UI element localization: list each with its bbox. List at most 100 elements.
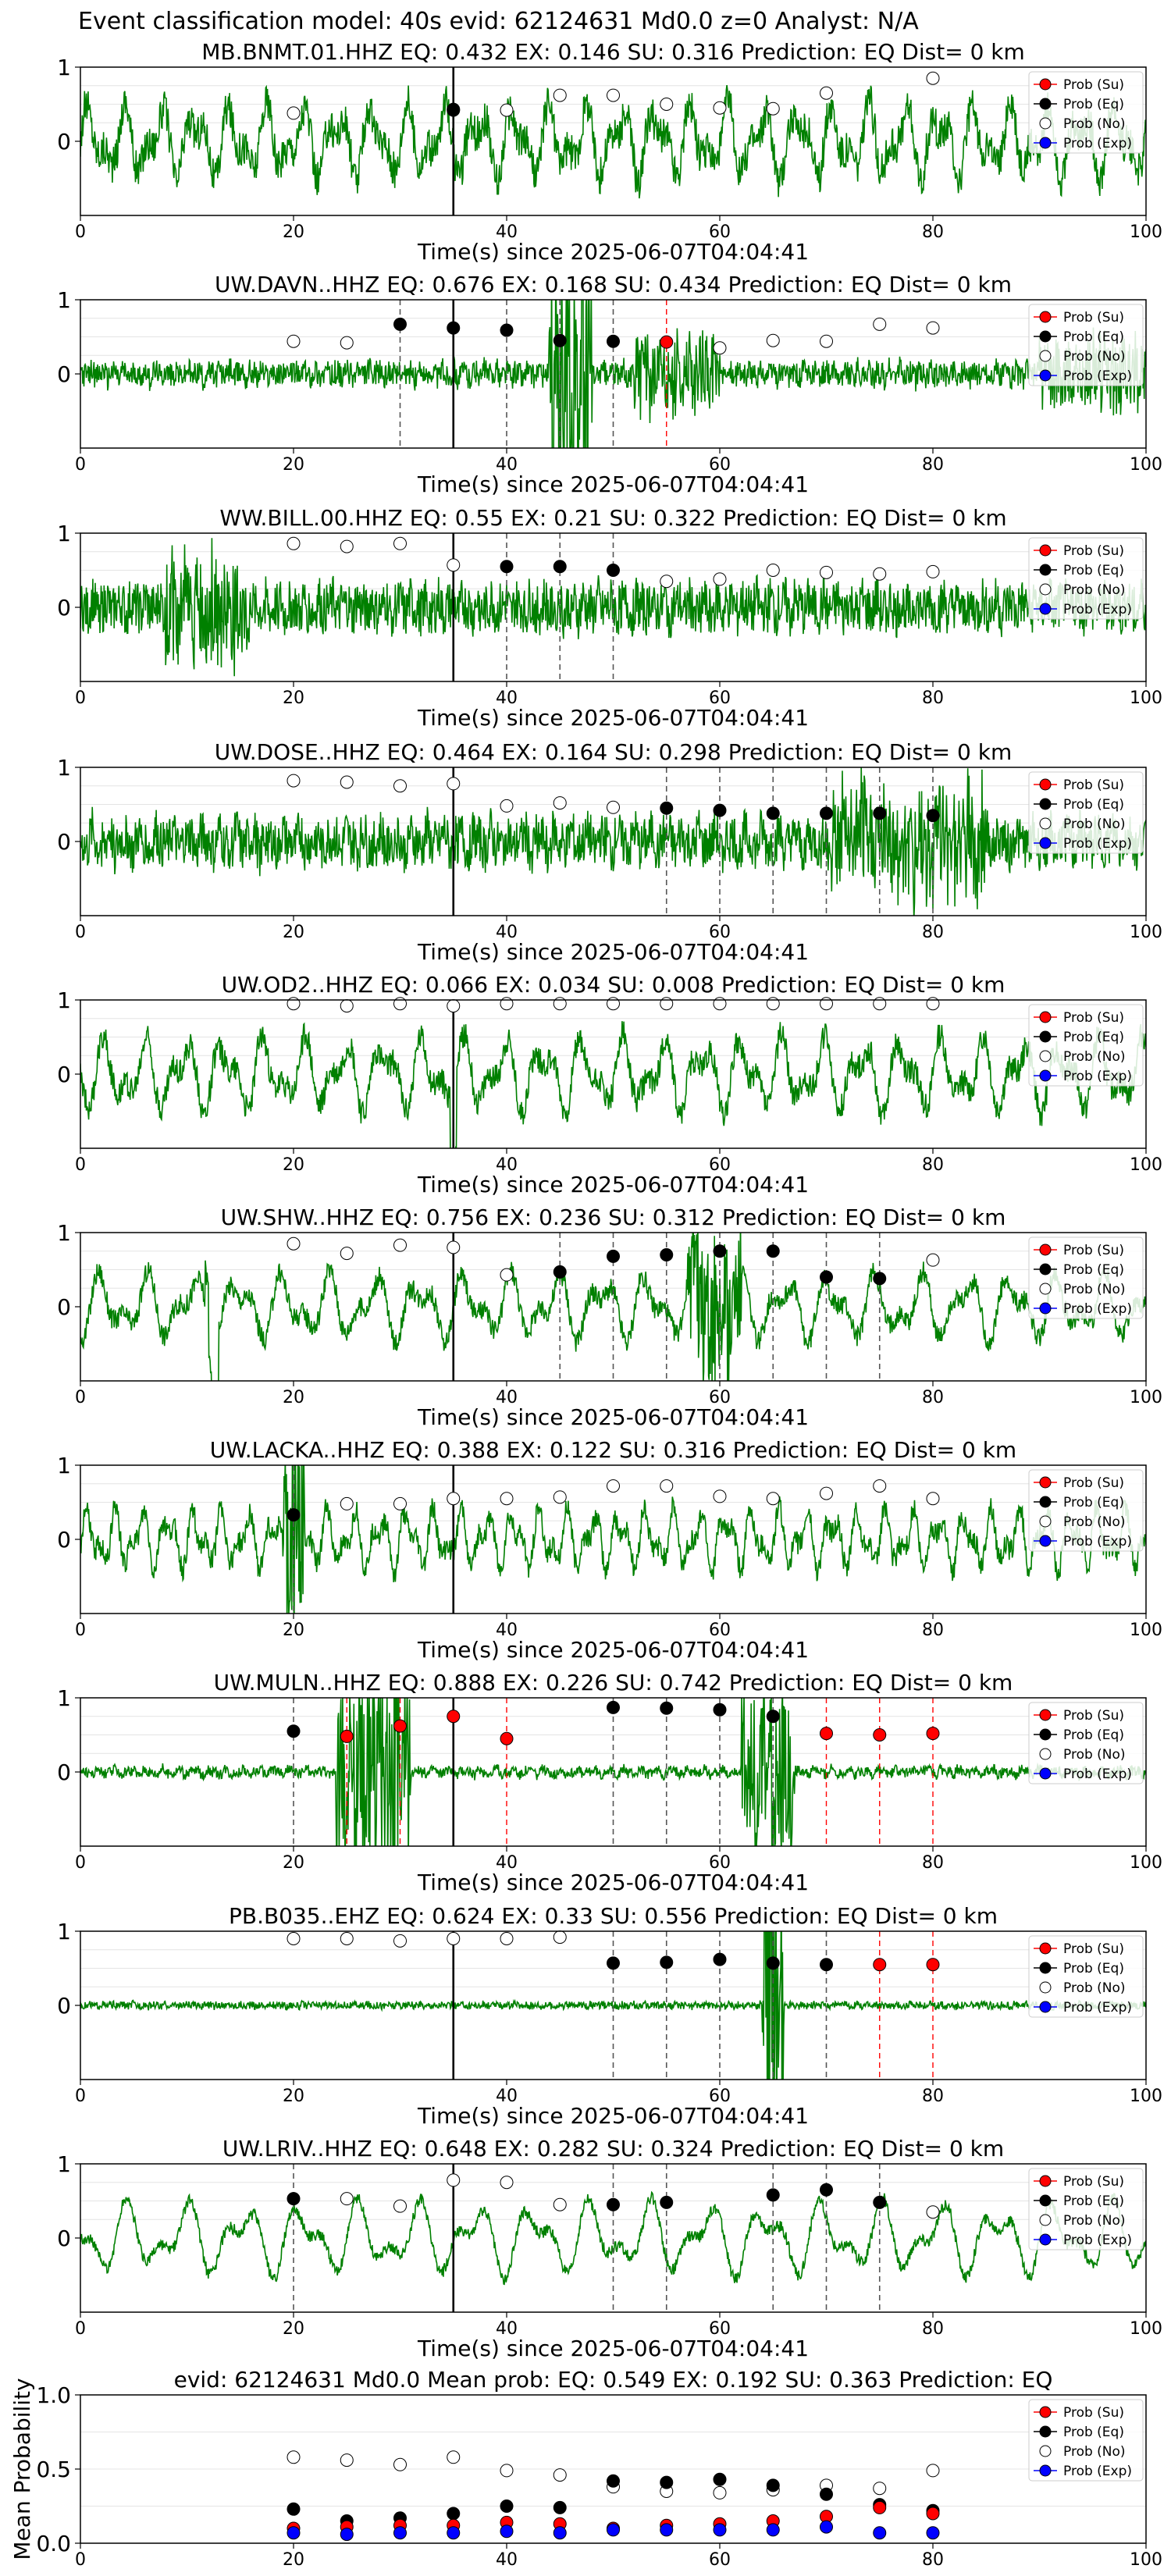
legend-label: Prob (Exp) bbox=[1063, 1301, 1132, 1317]
prob-no-marker bbox=[287, 774, 301, 788]
x-tick-label: 40 bbox=[496, 2319, 518, 2339]
prob-no-marker bbox=[340, 1496, 354, 1510]
prob-exp-marker bbox=[553, 2526, 567, 2540]
legend-label: Prob (Exp) bbox=[1063, 1069, 1132, 1084]
y-tick-label: 0 bbox=[57, 595, 71, 621]
waveform-trace bbox=[80, 1233, 1146, 1381]
legend-marker bbox=[1039, 1748, 1052, 1760]
legend-label: Prob (Su) bbox=[1063, 77, 1124, 93]
prob-exp-marker bbox=[660, 2523, 674, 2537]
subplot-3: WW.BILL.00.HHZ EQ: 0.55 EX: 0.21 SU: 0.3… bbox=[57, 505, 1162, 731]
prob-no-marker bbox=[873, 997, 887, 1011]
prob-no-marker bbox=[393, 1238, 407, 1252]
prob-su-marker bbox=[926, 1958, 940, 1972]
prob-no-marker bbox=[607, 88, 620, 102]
waveform-trace bbox=[80, 300, 1146, 448]
prob-no-marker bbox=[766, 101, 780, 116]
legend-marker bbox=[1039, 2233, 1052, 2246]
legend-marker bbox=[1039, 350, 1052, 362]
legend-box bbox=[1028, 2399, 1144, 2482]
prob-exp-marker bbox=[873, 2526, 887, 2540]
legend-marker bbox=[1039, 583, 1052, 596]
legend: Prob (Su) Prob (Eq) Prob (No) Prob (Exp) bbox=[1028, 1469, 1144, 1552]
x-tick-label: 40 bbox=[496, 923, 518, 942]
subplot-11: evid: 62124631 Md0.0 Mean prob: EQ: 0.54… bbox=[9, 2367, 1162, 2570]
prob-no-marker bbox=[873, 567, 887, 581]
x-tick-label: 100 bbox=[1130, 2550, 1162, 2570]
prob-no-marker bbox=[340, 1932, 354, 1945]
subplot-8: UW.MULN..HHZ EQ: 0.888 EX: 0.226 SU: 0.7… bbox=[57, 1670, 1162, 1895]
legend-label: Prob (Eq) bbox=[1063, 1030, 1124, 1045]
y-tick-label: 0 bbox=[57, 1527, 71, 1553]
prob-eq-marker bbox=[926, 809, 940, 823]
legend-label: Prob (Su) bbox=[1063, 543, 1124, 559]
prob-no-marker bbox=[393, 2457, 407, 2471]
y-tick-label: 0 bbox=[57, 129, 71, 155]
legend-label: Prob (Su) bbox=[1063, 1475, 1124, 1491]
prob-no-marker bbox=[447, 999, 461, 1013]
x-tick-label: 60 bbox=[709, 2319, 731, 2339]
prob-no-marker bbox=[287, 1236, 301, 1251]
y-tick-label: 0 bbox=[57, 2226, 71, 2251]
x-tick-label: 20 bbox=[283, 2550, 304, 2570]
prob-eq-marker bbox=[820, 1958, 833, 1972]
prob-exp-marker bbox=[340, 2528, 354, 2542]
legend-marker bbox=[1039, 837, 1052, 849]
x-tick-label: 100 bbox=[1130, 2319, 1162, 2339]
x-tick-label: 80 bbox=[922, 222, 944, 242]
x-tick-label: 60 bbox=[709, 222, 731, 242]
legend-box bbox=[1028, 1935, 1144, 2018]
prob-eq-marker bbox=[660, 2475, 674, 2489]
prob-eq-marker bbox=[607, 2197, 620, 2211]
prob-no-marker bbox=[393, 1496, 407, 1510]
legend-label: Prob (Eq) bbox=[1063, 97, 1124, 112]
prob-eq-marker bbox=[660, 1701, 674, 1715]
x-tick-label: 0 bbox=[75, 2550, 86, 2570]
x-tick-label: 80 bbox=[922, 2550, 944, 2570]
prob-eq-marker bbox=[766, 1956, 780, 1970]
subplot-title: UW.DOSE..HHZ EQ: 0.464 EX: 0.164 SU: 0.2… bbox=[215, 739, 1013, 765]
prob-eq-marker bbox=[713, 1244, 727, 1258]
legend-marker bbox=[1039, 369, 1052, 382]
legend-marker bbox=[1039, 117, 1052, 130]
legend-label: Prob (Exp) bbox=[1063, 2233, 1132, 2248]
x-tick-label: 20 bbox=[283, 2319, 304, 2339]
prob-eq-marker bbox=[447, 102, 461, 116]
prob-eq-marker bbox=[287, 2502, 301, 2516]
prob-eq-marker bbox=[820, 1270, 833, 1284]
x-tick-label: 0 bbox=[75, 688, 86, 708]
legend-label: Prob (Exp) bbox=[1063, 2000, 1132, 2016]
prob-no-marker bbox=[607, 997, 620, 1011]
x-axis-label: Time(s) since 2025-06-07T04:04:41 bbox=[417, 1637, 809, 1663]
prob-exp-marker bbox=[766, 2523, 780, 2537]
prob-no-marker bbox=[713, 997, 727, 1011]
waveform-trace bbox=[80, 1465, 1146, 1614]
prob-no-marker bbox=[607, 800, 620, 814]
prob-eq-marker bbox=[553, 2500, 567, 2514]
legend: Prob (Su) Prob (Eq) Prob (No) Prob (Exp) bbox=[1028, 304, 1144, 386]
x-tick-label: 0 bbox=[75, 923, 86, 942]
prob-eq-marker bbox=[820, 2183, 833, 2197]
prob-no-marker bbox=[393, 779, 407, 793]
prob-eq-marker bbox=[607, 1956, 620, 1970]
prob-exp-marker bbox=[820, 2520, 833, 2534]
legend: Prob (Su) Prob (Eq) Prob (No) Prob (Exp) bbox=[1028, 2168, 1144, 2250]
prob-no-marker bbox=[820, 86, 833, 100]
legend-marker bbox=[1039, 817, 1052, 830]
prob-eq-marker bbox=[287, 1508, 301, 1522]
prob-no-marker bbox=[713, 2485, 727, 2500]
prob-eq-marker bbox=[660, 2195, 674, 2209]
subplot-title: evid: 62124631 Md0.0 Mean prob: EQ: 0.54… bbox=[174, 2367, 1053, 2393]
y-tick-label: 1 bbox=[57, 1220, 71, 1246]
legend-label: Prob (Su) bbox=[1063, 2405, 1124, 2421]
prob-no-marker bbox=[500, 2176, 514, 2190]
y-tick-label: 1.0 bbox=[36, 2382, 71, 2408]
prob-no-marker bbox=[873, 2482, 887, 2496]
figure-suptitle: Event classification model: 40s evid: 62… bbox=[78, 8, 919, 35]
legend-label: Prob (Exp) bbox=[1063, 368, 1132, 384]
prob-su-marker bbox=[873, 2500, 887, 2514]
prob-eq-marker bbox=[660, 1955, 674, 1969]
prob-no-marker bbox=[340, 2453, 354, 2467]
prob-eq-marker bbox=[607, 334, 620, 348]
legend-label: Prob (No) bbox=[1063, 2213, 1126, 2229]
